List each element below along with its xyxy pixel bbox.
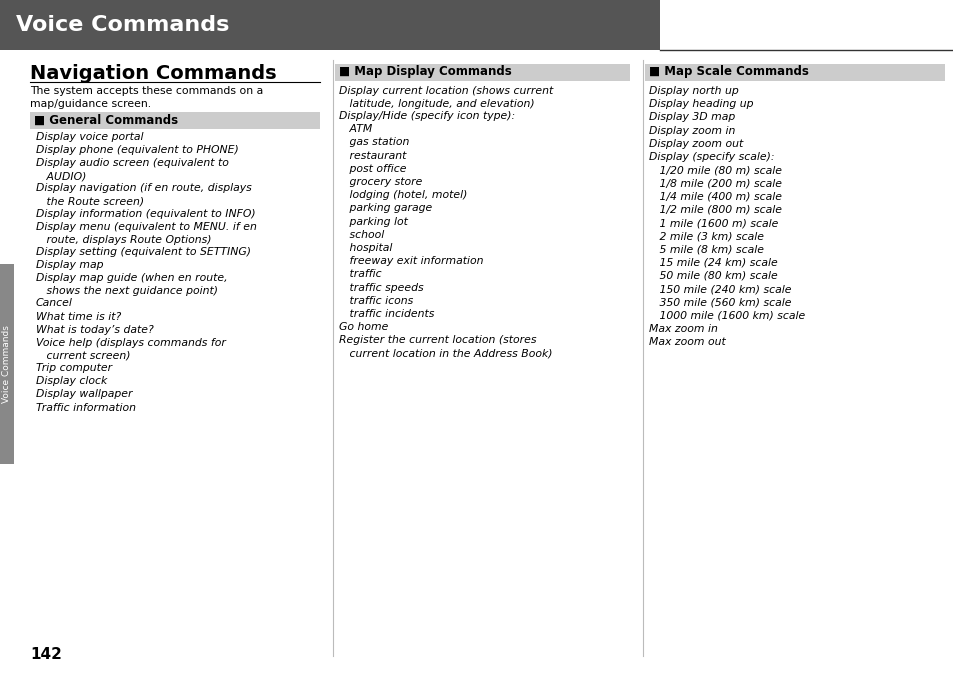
Text: 5 mile (8 km) scale: 5 mile (8 km) scale [648,245,763,254]
Text: ATM: ATM [338,124,372,134]
Text: Display map: Display map [36,260,103,270]
Bar [0,0,659,50]
Text: school: school [338,230,384,240]
Text: traffic icons: traffic icons [338,296,413,306]
Text: Display audio screen (equivalent to
   AUDIO): Display audio screen (equivalent to AUDI… [36,158,229,181]
Text: Register the current location (stores
   current location in the Address Book): Register the current location (stores cu… [338,336,552,359]
Text: What time is it?: What time is it? [36,311,121,321]
Text: ■ General Commands: ■ General Commands [34,114,178,127]
Text: Display zoom in: Display zoom in [648,125,735,135]
Text: 1/20 mile (80 m) scale: 1/20 mile (80 m) scale [648,165,781,175]
Text: lodging (hotel, motel): lodging (hotel, motel) [338,190,467,200]
Bar [0,264,14,464]
Text: freeway exit information: freeway exit information [338,256,483,266]
Text: Display wallpaper: Display wallpaper [36,390,132,400]
Text: Display information (equivalent to INFO): Display information (equivalent to INFO) [36,208,255,218]
Text: traffic speeds: traffic speeds [338,282,423,293]
Text: traffic: traffic [338,270,381,280]
Text: Display map guide (when en route,
   shows the next guidance point): Display map guide (when en route, shows … [36,273,228,296]
Text: Voice Commands: Voice Commands [3,325,11,403]
Text: 15 mile (24 km) scale: 15 mile (24 km) scale [648,257,777,268]
Text: Trip computer: Trip computer [36,363,112,373]
Text: Display clock: Display clock [36,376,107,386]
Bar [335,64,629,81]
Text: Display navigation (if en route, displays
   the Route screen): Display navigation (if en route, display… [36,183,252,206]
Text: What is today’s date?: What is today’s date? [36,325,153,335]
Text: Display zoom out: Display zoom out [648,139,742,149]
Text: Display (specify scale):: Display (specify scale): [648,152,774,162]
Text: Display current location (shows current
   latitude, longitude, and elevation): Display current location (shows current … [338,86,553,109]
Text: Display phone (equivalent to PHONE): Display phone (equivalent to PHONE) [36,145,238,155]
Text: 1/4 mile (400 m) scale: 1/4 mile (400 m) scale [648,191,781,202]
Text: 50 mile (80 km) scale: 50 mile (80 km) scale [648,271,777,281]
Text: 1/2 mile (800 m) scale: 1/2 mile (800 m) scale [648,205,781,215]
Text: 1000 mile (1600 km) scale: 1000 mile (1600 km) scale [648,311,804,320]
Text: restaurant: restaurant [338,151,406,160]
Bar [30,112,319,129]
Text: The system accepts these commands on a
map/guidance screen.: The system accepts these commands on a m… [30,86,263,109]
Text: gas station: gas station [338,137,409,148]
Text: Voice help (displays commands for
   current screen): Voice help (displays commands for curren… [36,338,226,361]
Text: Display north up: Display north up [648,86,738,96]
Text: 350 mile (560 km) scale: 350 mile (560 km) scale [648,297,791,307]
Text: Max zoom in: Max zoom in [648,324,717,334]
Text: post office: post office [338,164,406,174]
Text: ■ Map Display Commands: ■ Map Display Commands [338,65,511,78]
Text: grocery store: grocery store [338,177,422,187]
Text: Display heading up: Display heading up [648,99,753,109]
Text: ■ Map Scale Commands: ■ Map Scale Commands [648,65,808,78]
Text: Voice Commands: Voice Commands [16,15,229,35]
Text: parking lot: parking lot [338,216,408,226]
Text: Cancel: Cancel [36,299,72,308]
Text: parking garage: parking garage [338,204,432,214]
Text: 1/8 mile (200 m) scale: 1/8 mile (200 m) scale [648,179,781,189]
Text: 2 mile (3 km) scale: 2 mile (3 km) scale [648,231,763,241]
Text: Go home: Go home [338,322,388,332]
Text: Display 3D map: Display 3D map [648,113,735,123]
Text: traffic incidents: traffic incidents [338,309,434,319]
Text: 150 mile (240 km) scale: 150 mile (240 km) scale [648,284,791,294]
Bar [644,64,944,81]
Text: Display voice portal: Display voice portal [36,132,143,142]
Text: Display/Hide (specify icon type):: Display/Hide (specify icon type): [338,111,515,121]
Text: Navigation Commands: Navigation Commands [30,64,276,83]
Text: Max zoom out: Max zoom out [648,337,725,347]
Text: 1 mile (1600 m) scale: 1 mile (1600 m) scale [648,218,778,228]
Text: Display menu (equivalent to MENU. if en
   route, displays Route Options): Display menu (equivalent to MENU. if en … [36,222,256,245]
Text: 142: 142 [30,647,62,662]
Text: Display setting (equivalent to SETTING): Display setting (equivalent to SETTING) [36,247,251,257]
Text: hospital: hospital [338,243,392,253]
Text: Traffic information: Traffic information [36,402,136,412]
